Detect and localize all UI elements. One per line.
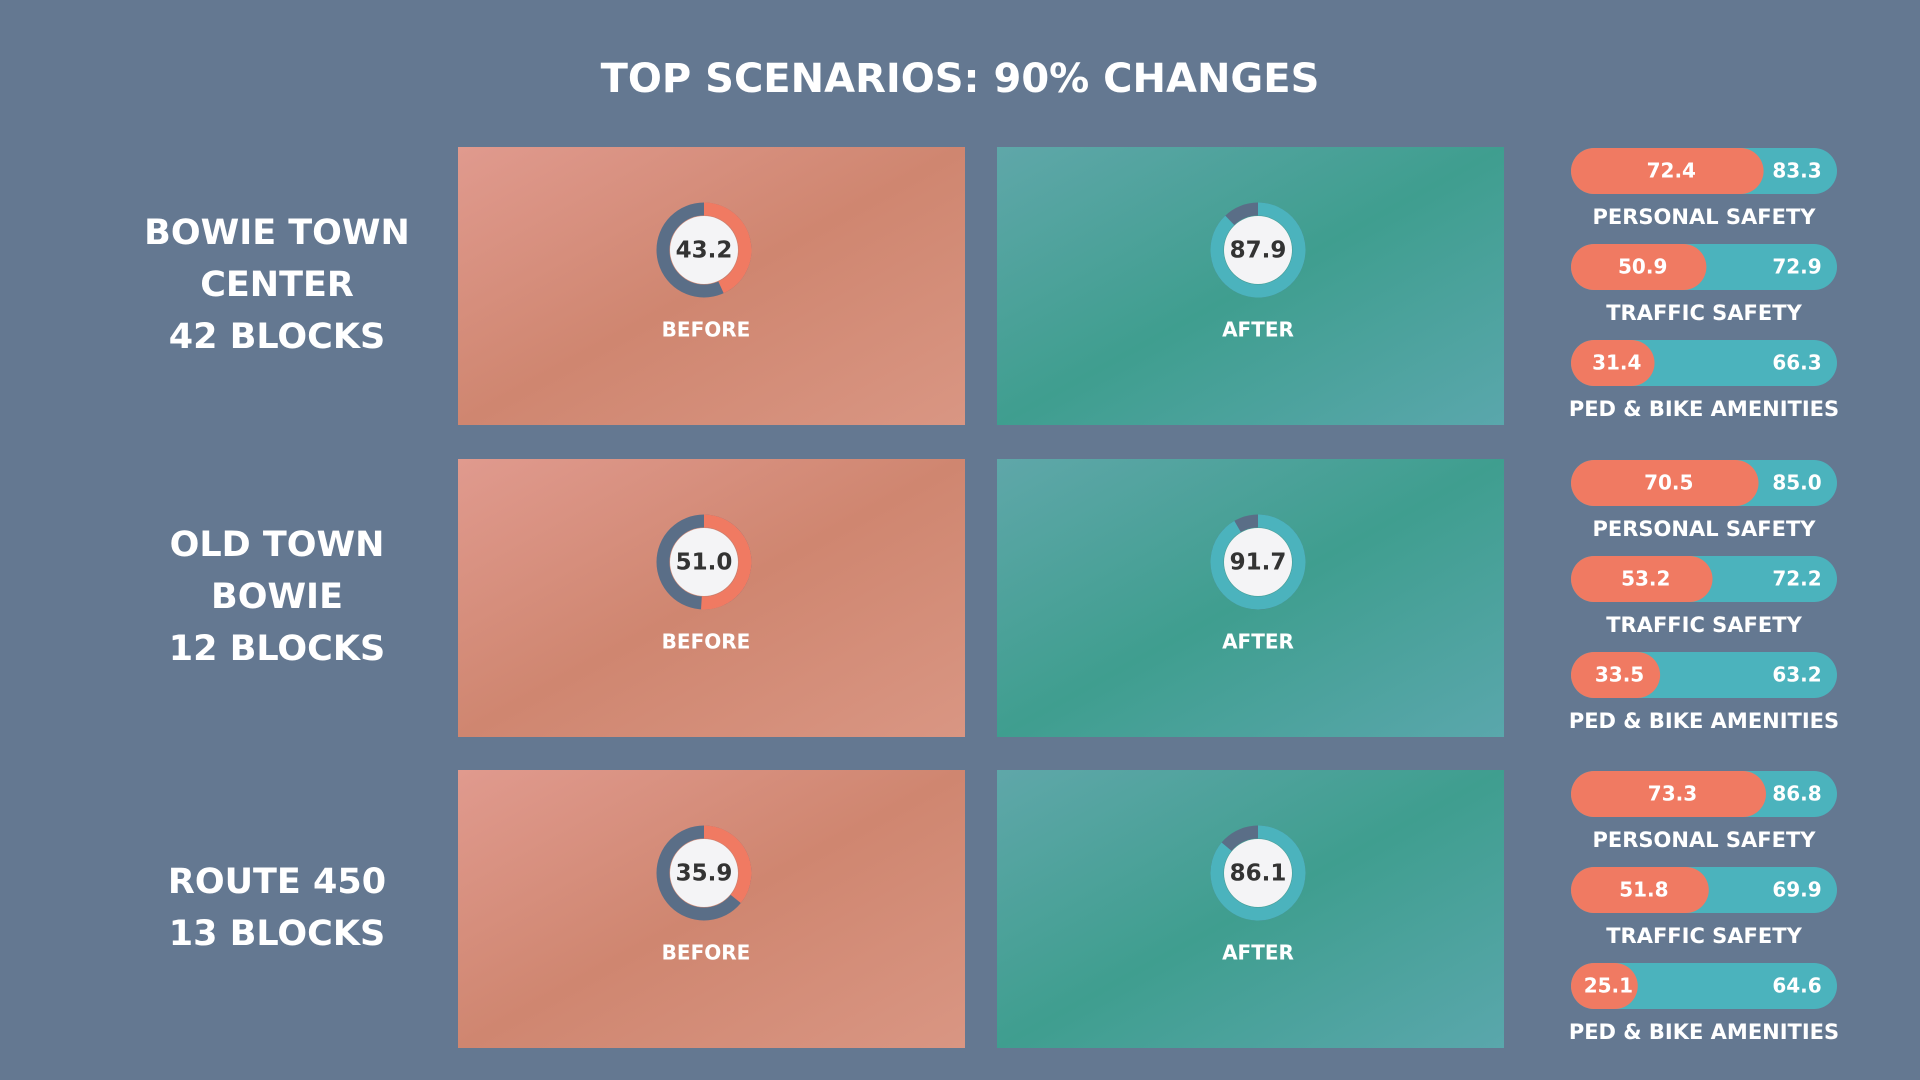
metric-name: PED & BIKE AMENITIES [1569,1020,1839,1044]
gauge-arc [1210,514,1306,610]
metric-after-value: 66.3 [1772,351,1821,375]
metric-track [1571,963,1837,1009]
metric-before-value: 31.4 [1592,351,1641,375]
gauge-arc [1210,202,1306,298]
metric-name: PERSONAL SAFETY [1592,517,1816,541]
after-label: AFTER [1222,941,1294,965]
before-label: BEFORE [662,318,751,342]
metric-before-bar [1571,652,1661,698]
metric-before-value: 25.1 [1584,974,1633,998]
gauge-center [1224,216,1292,284]
metric-before-bar [1571,148,1764,194]
metric-after-value: 63.2 [1772,663,1821,687]
metric-before-value: 53.2 [1621,567,1670,591]
gauge-center [670,216,738,284]
metric-after-value: 72.9 [1772,255,1821,279]
metric-name: PERSONAL SAFETY [1592,828,1816,852]
metric-before-bar [1571,244,1707,290]
before-label: BEFORE [662,941,751,965]
metric-name: PED & BIKE AMENITIES [1569,397,1839,421]
metric-after-value: 69.9 [1772,878,1821,902]
metric-before-value: 51.8 [1619,878,1668,902]
gauge-value: 87.9 [1230,238,1287,264]
metric-before-value: 72.4 [1647,159,1696,183]
metric-before-bar [1571,460,1759,506]
gauge-center [1224,839,1292,907]
scenario-name: 12 BLOCKS [169,629,385,669]
scenario-name: BOWIE [211,577,343,617]
metric-after-value: 83.3 [1772,159,1821,183]
metric-before-value: 70.5 [1644,471,1693,495]
gauge-value: 51.0 [676,550,733,576]
scenario-name: CENTER [200,265,354,305]
metric-name: PED & BIKE AMENITIES [1569,709,1839,733]
gauge-value: 35.9 [676,861,733,887]
gauge-arc [703,202,752,294]
before-label: BEFORE [662,630,751,654]
title: TOP SCENARIOS: 90% CHANGES [601,56,1320,102]
gauge-value: 86.1 [1230,861,1287,887]
metric-name: TRAFFIC SAFETY [1606,613,1802,637]
metric-before-bar [1571,867,1709,913]
metric-name: TRAFFIC SAFETY [1606,301,1802,325]
gauge-center [670,839,738,907]
metric-after-value: 72.2 [1772,567,1821,591]
metric-before-bar [1571,771,1766,817]
gauge-arc [703,825,752,904]
metric-before-bar [1571,963,1638,1009]
gauge-value: 43.2 [676,238,733,264]
after-label: AFTER [1222,630,1294,654]
metric-before-bar [1571,556,1713,602]
metric-before-value: 73.3 [1648,782,1697,806]
scenario-name: 13 BLOCKS [169,914,385,954]
metric-before-value: 33.5 [1595,663,1644,687]
metric-name: TRAFFIC SAFETY [1606,924,1802,948]
metric-after-value: 85.0 [1772,471,1821,495]
scenario-name: BOWIE TOWN [144,213,410,253]
gauge-arc [701,514,752,610]
metric-after-value: 86.8 [1772,782,1821,806]
metric-name: PERSONAL SAFETY [1592,205,1816,229]
gauge-arc [1210,825,1306,921]
after-label: AFTER [1222,318,1294,342]
gauge-value: 91.7 [1230,550,1287,576]
gauge-center [670,528,738,596]
scenario-name: ROUTE 450 [168,862,386,902]
metric-before-bar [1571,340,1655,386]
metric-before-value: 50.9 [1618,255,1667,279]
scenario-name: 42 BLOCKS [169,317,385,357]
scenario-name: OLD TOWN [170,525,385,565]
metric-after-value: 64.6 [1772,974,1821,998]
gauge-center [1224,528,1292,596]
